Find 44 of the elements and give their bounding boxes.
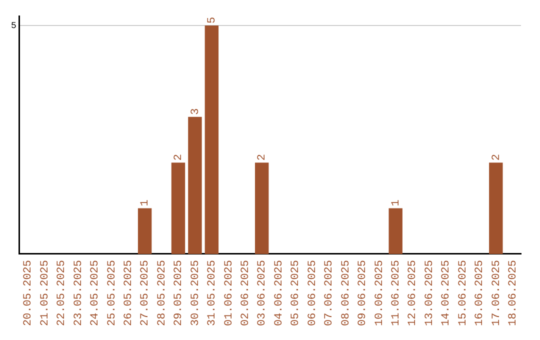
x-tick-label: 07.06.2025 <box>324 260 336 326</box>
x-tick-label: 05.06.2025 <box>290 260 302 326</box>
x-tick-label: 20.05.2025 <box>22 260 35 326</box>
data-label: 5 <box>206 16 219 24</box>
x-tick-label: 18.06.2025 <box>508 260 520 326</box>
x-tick-label: 11.06.2025 <box>390 260 402 326</box>
x-tick-label: 09.06.2025 <box>357 260 370 326</box>
data-label: 3 <box>190 108 202 115</box>
x-tick-label: 17.06.2025 <box>490 260 503 326</box>
x-tick-label: 28.05.2025 <box>156 260 168 326</box>
x-tick-label: 04.06.2025 <box>273 260 286 326</box>
x-tick-label: 21.05.2025 <box>39 260 52 326</box>
bar <box>138 208 152 254</box>
x-tick-label: 31.05.2025 <box>206 260 219 326</box>
x-tick-label: 15.06.2025 <box>457 260 470 326</box>
x-tick-label: 16.06.2025 <box>474 260 486 326</box>
x-tick-label: 23.05.2025 <box>72 260 85 326</box>
x-tick-label: 27.05.2025 <box>140 260 152 326</box>
bar <box>188 116 202 254</box>
x-tick-label: 08.06.2025 <box>340 260 352 326</box>
x-tick-label: 10.06.2025 <box>374 260 386 326</box>
x-tick-label: 29.05.2025 <box>173 260 186 326</box>
bar <box>254 162 269 254</box>
x-tick-label: 30.05.2025 <box>190 260 202 326</box>
data-label: 2 <box>256 154 269 161</box>
x-tick-label: 03.06.2025 <box>256 260 269 326</box>
x-tick-label: 01.06.2025 <box>223 260 236 326</box>
data-label: 2 <box>490 154 503 161</box>
x-tick-label: 26.05.2025 <box>122 260 135 326</box>
bar <box>171 162 186 254</box>
data-label: 2 <box>173 154 186 161</box>
x-tick-label: 14.06.2025 <box>440 260 453 326</box>
x-tick-label: 13.06.2025 <box>424 260 436 326</box>
bar <box>489 162 503 254</box>
data-label: 1 <box>140 199 152 206</box>
x-tick-label: 06.06.2025 <box>306 260 319 326</box>
data-label: 1 <box>390 199 402 206</box>
x-tick-label: 02.06.2025 <box>240 260 252 326</box>
x-tick-label: 25.05.2025 <box>106 260 118 326</box>
bar <box>388 208 402 254</box>
x-tick-label: 22.05.2025 <box>56 260 68 326</box>
x-tick-label: 24.05.2025 <box>90 260 102 326</box>
x-tick-label: 12.06.2025 <box>407 260 420 326</box>
bar <box>204 26 219 254</box>
